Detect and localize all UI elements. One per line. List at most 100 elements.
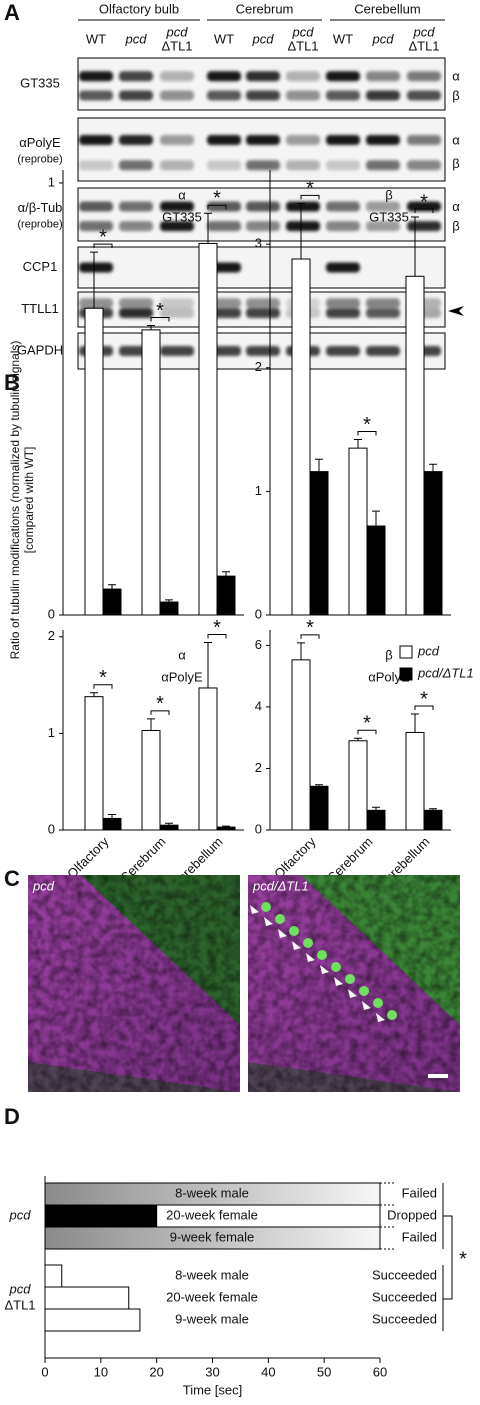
cell xyxy=(345,974,355,984)
band xyxy=(246,160,280,171)
band xyxy=(366,298,400,309)
blot-label: GT335 xyxy=(20,75,60,90)
band xyxy=(119,298,153,309)
group-label: pcd xyxy=(9,1281,32,1296)
y-axis-label: [compared with WT] xyxy=(22,447,36,554)
bar-continuation xyxy=(380,1226,394,1250)
significance-bracket xyxy=(93,684,113,689)
arrowhead xyxy=(334,977,343,986)
error-bar xyxy=(297,642,305,660)
band xyxy=(326,298,360,309)
band xyxy=(286,201,320,212)
band xyxy=(366,346,400,356)
lane-label: WT xyxy=(86,31,106,46)
bar xyxy=(84,696,104,831)
error-bar xyxy=(204,212,212,244)
band xyxy=(119,308,153,318)
band-marker: β xyxy=(452,88,459,103)
band xyxy=(326,135,360,146)
significance: * xyxy=(156,693,164,715)
band xyxy=(246,135,280,146)
y-tick-label: 2 xyxy=(48,628,55,643)
cell xyxy=(373,998,383,1008)
bar xyxy=(405,731,425,831)
group-label: ΔTL1 xyxy=(4,1297,35,1312)
panel-label: C xyxy=(4,866,20,891)
texture xyxy=(248,875,460,1092)
row-label: 8-week male xyxy=(175,1267,249,1282)
bar xyxy=(348,447,368,616)
arrowhead xyxy=(292,941,301,950)
band xyxy=(366,160,400,171)
bar xyxy=(84,307,104,616)
lane-label: pcd xyxy=(166,24,189,39)
error-bar xyxy=(108,814,116,819)
band xyxy=(326,90,360,101)
y-tick-label: 2 xyxy=(255,359,262,374)
lane-label: pcd xyxy=(252,31,275,46)
band xyxy=(407,90,441,101)
bar xyxy=(44,1308,141,1332)
bar xyxy=(44,1264,63,1288)
outcome-label: Failed xyxy=(402,1229,437,1244)
blot-label: TTLL1 xyxy=(21,301,59,316)
band xyxy=(286,71,320,82)
group-label: Olfactory bulb xyxy=(99,1,179,16)
x-axis-label: Time [sec] xyxy=(183,1382,242,1397)
band-marker: α xyxy=(452,133,460,148)
outcome-label: Succeeded xyxy=(372,1289,437,1304)
bar xyxy=(366,525,386,616)
bar xyxy=(216,575,236,616)
band xyxy=(366,221,400,232)
error-bar xyxy=(315,458,323,472)
bar xyxy=(141,729,161,831)
arrowhead xyxy=(250,905,259,914)
y-tick-label: 4 xyxy=(255,698,262,713)
chart-title: GT335 xyxy=(369,209,409,224)
lane-label: pcd xyxy=(125,31,148,46)
bar xyxy=(159,824,179,831)
significance: * xyxy=(213,617,221,639)
band xyxy=(160,308,194,318)
band xyxy=(160,90,194,101)
band xyxy=(119,135,153,146)
error-bar xyxy=(147,325,155,330)
significance: * xyxy=(363,414,371,436)
band xyxy=(407,71,441,82)
band xyxy=(79,90,113,101)
arrowhead xyxy=(448,306,464,316)
band xyxy=(326,346,360,356)
error-bar xyxy=(429,808,437,811)
blot xyxy=(77,187,446,242)
band xyxy=(207,90,241,101)
legend-swatch xyxy=(399,645,413,659)
band xyxy=(160,221,194,232)
error-bar xyxy=(222,571,230,577)
band xyxy=(407,160,441,171)
band xyxy=(246,201,280,212)
significance-bracket xyxy=(443,1215,453,1300)
outcome-label: Dropped xyxy=(387,1207,437,1222)
error-bar xyxy=(165,822,173,826)
panel-label: D xyxy=(4,1104,20,1129)
legend-label: pcd xyxy=(417,643,440,658)
legend-swatch xyxy=(399,667,413,681)
band xyxy=(246,90,280,101)
error-bar xyxy=(90,692,98,697)
band xyxy=(207,201,241,212)
significance-bracket xyxy=(150,710,170,715)
band xyxy=(326,160,360,171)
bar xyxy=(405,275,425,616)
x-tick-label: 30 xyxy=(205,1364,219,1379)
group-label: Cerebrum xyxy=(236,1,294,16)
band xyxy=(160,135,194,146)
bar xyxy=(366,809,386,831)
band xyxy=(286,90,320,101)
significance-bracket xyxy=(300,634,320,639)
band xyxy=(160,201,194,212)
error-bar xyxy=(315,784,323,787)
image-label: pcd/ΔTL1 xyxy=(252,878,309,893)
bar xyxy=(44,1286,130,1310)
